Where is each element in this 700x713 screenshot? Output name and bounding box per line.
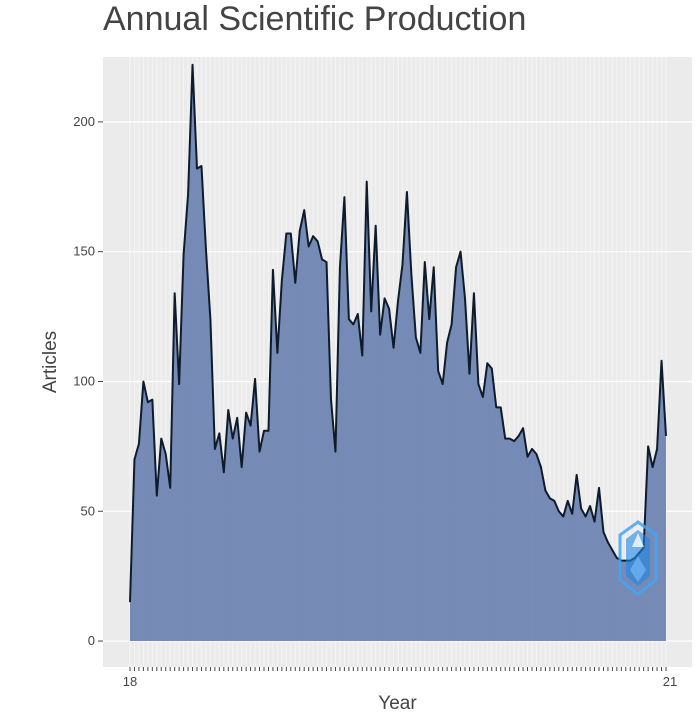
- y-tick-label: 0: [88, 633, 95, 648]
- y-tick-label: 200: [73, 114, 95, 129]
- y-tick-label: 50: [81, 503, 95, 518]
- x-tick-label-last: 21: [663, 674, 677, 689]
- series-line: [129, 63, 667, 603]
- y-tick-label: 150: [73, 244, 95, 259]
- chart-title: Annual Scientific Production: [103, 0, 527, 38]
- x-tick-label-first: 18: [123, 674, 137, 689]
- y-tick-label: 100: [73, 373, 95, 388]
- x-axis-title: Year: [378, 693, 417, 713]
- y-axis-title: Articles: [40, 331, 61, 393]
- y-axis-ticks: 0 50 100 150 200: [73, 114, 103, 648]
- watermark-logo-icon: [618, 520, 658, 596]
- x-axis-ticks: 18 21: [123, 667, 677, 689]
- series-area: [130, 64, 666, 642]
